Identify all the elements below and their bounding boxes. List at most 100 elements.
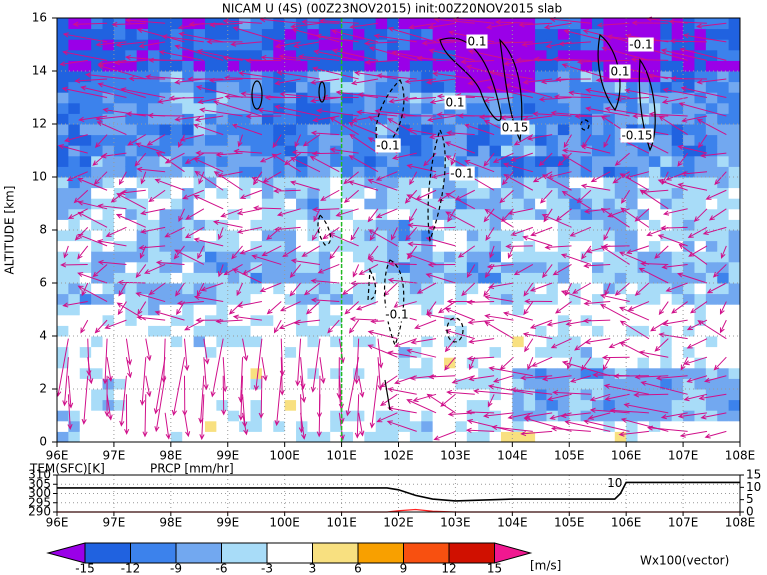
field-cell — [660, 325, 673, 337]
field-cell — [523, 208, 536, 220]
field-cell — [592, 325, 604, 337]
field-cell — [409, 124, 422, 136]
field-cell — [182, 389, 195, 401]
field-cell — [227, 325, 240, 337]
field-cell — [512, 102, 525, 114]
field-cell — [432, 49, 445, 61]
field-cell — [398, 198, 411, 210]
field-cell — [364, 410, 377, 422]
vector-arrow — [444, 329, 475, 340]
field-cell — [580, 378, 593, 390]
vector-arrow — [600, 207, 630, 228]
field-cell — [694, 304, 707, 316]
field-cell — [296, 18, 308, 30]
vector-arrow — [310, 78, 340, 85]
field-cell — [728, 240, 741, 252]
field-cell — [432, 389, 445, 401]
field-cell — [398, 346, 411, 358]
field-cell — [603, 230, 616, 242]
field-cell — [614, 367, 627, 379]
field-cell — [239, 357, 252, 369]
field-cell — [57, 187, 69, 199]
field-cell — [455, 336, 468, 348]
field-cell — [603, 336, 616, 348]
field-cell — [626, 346, 639, 358]
field-cell — [182, 39, 195, 51]
vector-arrow — [484, 208, 514, 228]
field-cell — [330, 261, 343, 273]
field-cell — [421, 219, 434, 231]
field-cell — [239, 187, 252, 199]
field-cell — [375, 198, 388, 210]
field-cell — [79, 293, 92, 305]
field-cell — [318, 272, 331, 284]
vector-arrow — [696, 78, 727, 85]
field-cell — [387, 208, 399, 220]
vector-arrow — [354, 394, 361, 439]
vector-arrow — [94, 134, 108, 149]
field-cell — [466, 325, 479, 337]
y2-tick-label: 15 — [746, 468, 761, 482]
vector-arrow — [530, 226, 553, 237]
field-cell — [170, 166, 183, 178]
field-cell — [284, 367, 297, 379]
field-cell — [125, 230, 138, 242]
field-cell — [683, 71, 695, 83]
field-cell — [398, 219, 411, 231]
field-cell — [728, 187, 741, 199]
field-cell — [261, 124, 274, 136]
field-cell — [592, 166, 604, 178]
field-cell — [273, 113, 286, 125]
field-cell — [455, 378, 468, 390]
vector-arrow — [128, 76, 166, 82]
vector-arrow — [301, 245, 321, 257]
vector-arrow — [433, 430, 456, 441]
field-cell — [341, 145, 354, 157]
field-cell — [136, 420, 149, 432]
vector-arrow — [529, 319, 553, 329]
field-cell — [113, 198, 126, 210]
vector-arrow — [154, 375, 166, 433]
field-cell — [500, 399, 513, 411]
colorbar-unit: [m/s] — [530, 559, 561, 573]
vector-arrow — [719, 319, 727, 334]
field-cell — [57, 261, 69, 273]
field-cell — [364, 102, 377, 114]
vector-arrow — [77, 245, 89, 260]
vector-arrow — [524, 338, 534, 353]
field-cell — [250, 293, 263, 305]
field-cell — [296, 102, 308, 114]
field-cell — [455, 346, 468, 358]
field-cell — [204, 230, 217, 242]
vector-arrow — [251, 254, 282, 265]
field-cell — [409, 134, 422, 146]
field-cell — [284, 18, 297, 30]
field-cell — [159, 389, 172, 401]
field-cell — [569, 357, 582, 369]
vector-arrow — [62, 32, 108, 43]
field-cell — [603, 261, 616, 273]
field-cell — [500, 346, 513, 358]
vector-arrow — [224, 75, 262, 81]
vector-arrow — [210, 338, 224, 398]
field-cell — [398, 420, 411, 432]
vector-arrow — [251, 177, 282, 191]
vector-arrow — [406, 253, 437, 265]
field-cell — [352, 230, 365, 242]
field-cell — [398, 145, 411, 157]
field-cell — [318, 304, 331, 316]
field-cell — [421, 113, 434, 125]
field-cell — [216, 155, 229, 167]
field-cell — [592, 71, 604, 83]
vector-arrow — [174, 115, 204, 122]
field-cell — [671, 39, 684, 51]
field-cell — [717, 208, 730, 220]
field-cell — [637, 272, 650, 284]
field-cell — [648, 208, 661, 220]
field-cell — [557, 155, 570, 167]
vector-arrow — [406, 163, 437, 173]
field-cell — [79, 431, 92, 443]
vector-arrow — [59, 59, 88, 67]
field-cell — [250, 399, 263, 411]
field-cell — [546, 177, 559, 189]
